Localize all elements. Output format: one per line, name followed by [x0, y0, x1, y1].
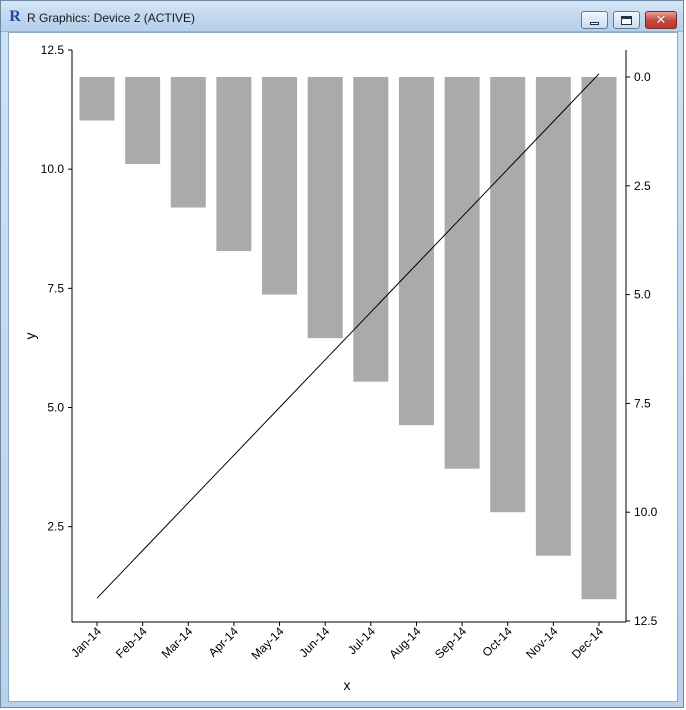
title-bar[interactable]: R R Graphics: Device 2 (ACTIVE) ✕ [1, 1, 683, 32]
x-tick-label: Feb-14 [113, 624, 150, 661]
bar [79, 77, 115, 121]
y-tick-label-right: 0.0 [634, 70, 651, 84]
minimize-icon [590, 21, 599, 25]
y-tick-label-right: 10.0 [634, 505, 658, 519]
x-tick-label: May-14 [248, 624, 286, 662]
bar [125, 77, 161, 165]
line-series [96, 73, 600, 599]
bar [216, 77, 252, 252]
y-tick-label-left: 12.5 [41, 43, 65, 57]
y-tick-label-right: 12.5 [634, 614, 658, 628]
x-tick-label: Oct-14 [479, 624, 515, 660]
y-tick-label-right: 2.5 [634, 179, 651, 193]
x-tick-label: Jun-14 [296, 624, 332, 660]
x-tick-label: Apr-14 [206, 624, 242, 660]
x-tick-label: Jul-14 [345, 624, 378, 657]
minimize-button[interactable] [581, 11, 608, 29]
bar-series [79, 77, 617, 600]
x-tick-label: Jan-14 [68, 624, 104, 660]
bar [490, 77, 526, 513]
y-tick-label-right: 7.5 [634, 396, 651, 410]
x-axis-title: x [344, 677, 351, 693]
bar [581, 77, 617, 600]
window-title: R Graphics: Device 2 (ACTIVE) [27, 11, 196, 25]
y-tick-label-left: 10.0 [41, 162, 65, 176]
dual-axis-chart: 2.5 5.0 7.5 10.0 12.5 0.0 2.5 5.0 7.5 10.0 12.5 Jan… [22, 43, 658, 693]
x-tick-label: Nov-14 [523, 624, 560, 661]
bar [535, 77, 571, 556]
bar [262, 77, 298, 295]
bar [353, 77, 389, 382]
x-tick-label: Sep-14 [432, 624, 469, 661]
y-tick-label-right: 5.0 [634, 288, 651, 302]
maximize-button[interactable] [613, 11, 640, 29]
axes [68, 49, 630, 626]
bar [398, 77, 434, 426]
y-tick-label-left: 5.0 [47, 401, 64, 415]
maximize-icon [621, 15, 632, 25]
x-tick-label: Dec-14 [569, 624, 606, 661]
bar [307, 77, 343, 339]
x-tick-label: Aug-14 [386, 624, 423, 661]
graphics-device-area: 2.5 5.0 7.5 10.0 12.5 0.0 2.5 5.0 7.5 10.0 12.5 Jan… [8, 32, 678, 702]
y-axis-title: y [22, 333, 38, 340]
r-logo-icon[interactable]: R [9, 8, 21, 25]
x-tick-label: Mar-14 [159, 624, 196, 661]
series-line [96, 73, 600, 599]
close-icon: ✕ [655, 12, 667, 28]
y-tick-label-left: 2.5 [47, 520, 64, 534]
bar [444, 77, 480, 469]
bar [170, 77, 206, 208]
close-button[interactable]: ✕ [645, 11, 677, 29]
y-tick-label-left: 7.5 [47, 281, 64, 295]
